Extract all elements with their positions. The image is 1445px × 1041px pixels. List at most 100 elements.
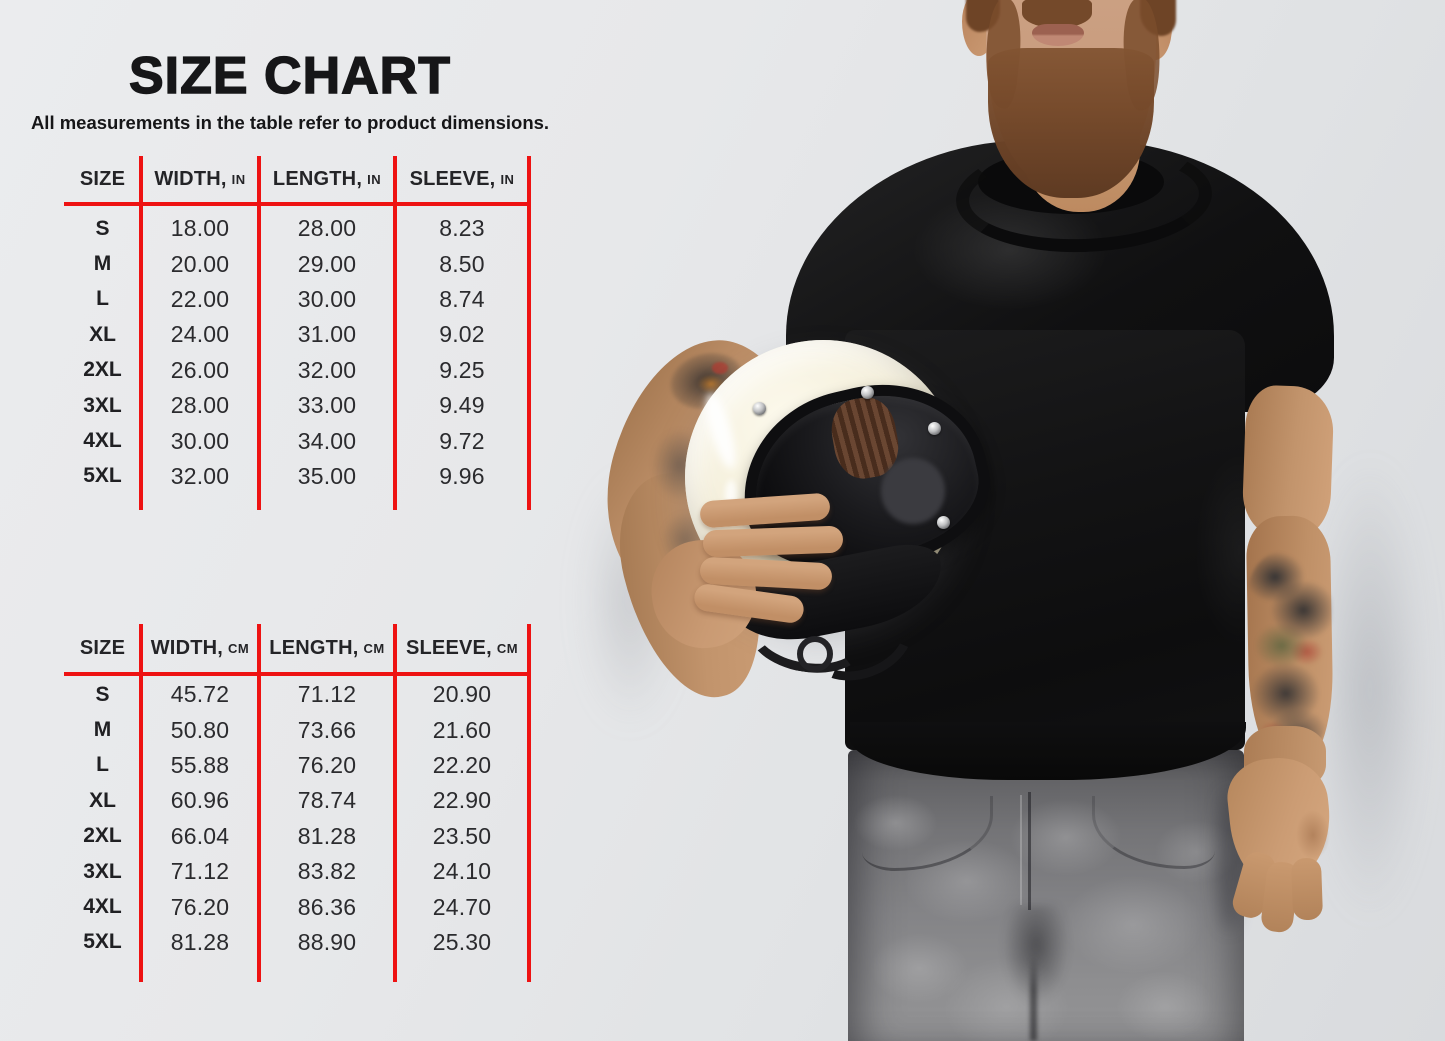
width-cell: 81.28 xyxy=(170,928,230,955)
width-cell: 30.00 xyxy=(170,427,230,454)
page-subtitle: All measurements in the table refer to p… xyxy=(30,112,550,133)
model-mustache xyxy=(1022,0,1092,28)
sleeve-cell: 22.90 xyxy=(432,787,492,814)
table-row: M 50.80 73.66 21.60 xyxy=(64,712,529,747)
length-cell: 30.00 xyxy=(297,285,357,312)
length-cell: 32.00 xyxy=(297,356,357,383)
column-divider-line xyxy=(139,156,143,510)
header-label: LENGTH, xyxy=(269,636,359,659)
column-header-length: LENGTH, IN xyxy=(259,168,395,191)
sleeve-cell: 23.50 xyxy=(432,822,492,849)
column-header-size: SIZE xyxy=(79,636,126,659)
size-cell: S xyxy=(95,682,110,706)
size-table-cm: SIZE WIDTH, CM LENGTH, CM SLEEVE, CM S 45.72… xyxy=(64,624,531,982)
table-row: S 18.00 28.00 8.23 xyxy=(64,211,529,246)
sleeve-cell: 9.96 xyxy=(439,462,485,489)
table-row: 4XL 30.00 34.00 9.72 xyxy=(64,423,529,458)
size-cell: XL xyxy=(89,788,116,812)
column-header-width: WIDTH, CM xyxy=(141,637,259,660)
length-cell: 28.00 xyxy=(297,215,357,242)
size-cell: 3XL xyxy=(83,393,122,417)
table-row: S 45.72 71.12 20.90 xyxy=(64,677,529,712)
column-divider-line xyxy=(257,156,261,510)
helmet-rivet xyxy=(937,516,950,529)
column-divider-line xyxy=(139,624,143,982)
table-body: S 18.00 28.00 8.23 M 20.00 29.00 8.50 L 22.00 30… xyxy=(64,211,529,494)
column-divider-line xyxy=(393,624,397,982)
size-cell: S xyxy=(95,216,110,240)
column-header-size: SIZE xyxy=(79,167,126,190)
model-lips xyxy=(1032,24,1084,46)
width-cell: 50.80 xyxy=(170,716,230,743)
column-divider-line xyxy=(527,156,531,510)
table-row: 2XL 66.04 81.28 23.50 xyxy=(64,819,529,854)
table-row: 4XL 76.20 86.36 24.70 xyxy=(64,889,529,924)
size-cell: 2XL xyxy=(83,824,122,848)
jeans-fly-seam xyxy=(1028,792,1031,910)
sleeve-cell: 21.60 xyxy=(432,716,492,743)
table-row: 3XL 28.00 33.00 9.49 xyxy=(64,388,529,423)
left-arm-tattoo xyxy=(712,362,728,374)
table-row: 5XL 81.28 88.90 25.30 xyxy=(64,925,529,960)
width-cell: 18.00 xyxy=(170,215,230,242)
size-cell: 5XL xyxy=(83,930,122,954)
sleeve-cell: 8.23 xyxy=(439,215,485,242)
sleeve-cell: 8.50 xyxy=(439,250,485,277)
length-cell: 78.74 xyxy=(297,787,357,814)
helmet-strap-ring xyxy=(797,636,833,672)
width-cell: 22.00 xyxy=(170,285,230,312)
sleeve-cell: 22.20 xyxy=(432,751,492,778)
header-label: WIDTH, xyxy=(150,636,224,659)
right-arm-tattoo xyxy=(1248,552,1332,760)
column-header-width: WIDTH, IN xyxy=(141,168,259,191)
width-cell: 28.00 xyxy=(170,392,230,419)
size-cell: 3XL xyxy=(83,859,122,883)
width-cell: 32.00 xyxy=(170,462,230,489)
unit-label: CM xyxy=(496,640,519,656)
sleeve-cell: 24.70 xyxy=(432,893,492,920)
page-title: SIZE CHART xyxy=(128,46,451,105)
header-divider-line xyxy=(64,672,531,676)
width-cell: 20.00 xyxy=(170,250,230,277)
table-row: L 22.00 30.00 8.74 xyxy=(64,282,529,317)
table-row: 3XL 71.12 83.82 24.10 xyxy=(64,854,529,889)
jeans-leg-separation xyxy=(1030,955,1037,1041)
header-label: SLEEVE, xyxy=(409,167,496,190)
header-label: WIDTH, xyxy=(154,167,227,190)
right-hand-knuckles xyxy=(1296,810,1330,860)
size-cell: 4XL xyxy=(83,895,122,919)
helmet-rivet xyxy=(928,422,941,435)
width-cell: 26.00 xyxy=(170,356,230,383)
unit-label: IN xyxy=(367,171,382,187)
length-cell: 34.00 xyxy=(297,427,357,454)
unit-label: IN xyxy=(500,171,515,187)
table-row: L 55.88 76.20 22.20 xyxy=(64,748,529,783)
column-header-sleeve: SLEEVE, IN xyxy=(395,168,529,191)
column-divider-line xyxy=(257,624,261,982)
sleeve-cell: 9.25 xyxy=(439,356,485,383)
length-cell: 71.12 xyxy=(297,681,357,708)
size-table-inches: SIZE WIDTH, IN LENGTH, IN SLEEVE, IN S 18.00… xyxy=(64,156,531,510)
length-cell: 35.00 xyxy=(297,462,357,489)
table-header-row: SIZE WIDTH, IN LENGTH, IN SLEEVE, IN xyxy=(64,156,529,202)
column-divider-line xyxy=(393,156,397,510)
width-cell: 76.20 xyxy=(170,893,230,920)
helmet-rivet xyxy=(753,402,766,415)
length-cell: 86.36 xyxy=(297,893,357,920)
size-cell: 4XL xyxy=(83,429,122,453)
sleeve-cell: 9.49 xyxy=(439,392,485,419)
size-cell: M xyxy=(93,718,112,742)
column-header-length: LENGTH, CM xyxy=(259,637,395,660)
length-cell: 83.82 xyxy=(297,858,357,885)
length-cell: 76.20 xyxy=(297,751,357,778)
sleeve-cell: 25.30 xyxy=(432,928,492,955)
size-cell: L xyxy=(96,287,109,311)
unit-label: CM xyxy=(363,640,385,656)
sleeve-cell: 24.10 xyxy=(432,858,492,885)
table-row: M 20.00 29.00 8.50 xyxy=(64,246,529,281)
column-divider-line xyxy=(527,624,531,982)
unit-label: IN xyxy=(231,171,246,187)
header-label: LENGTH, xyxy=(272,167,363,190)
